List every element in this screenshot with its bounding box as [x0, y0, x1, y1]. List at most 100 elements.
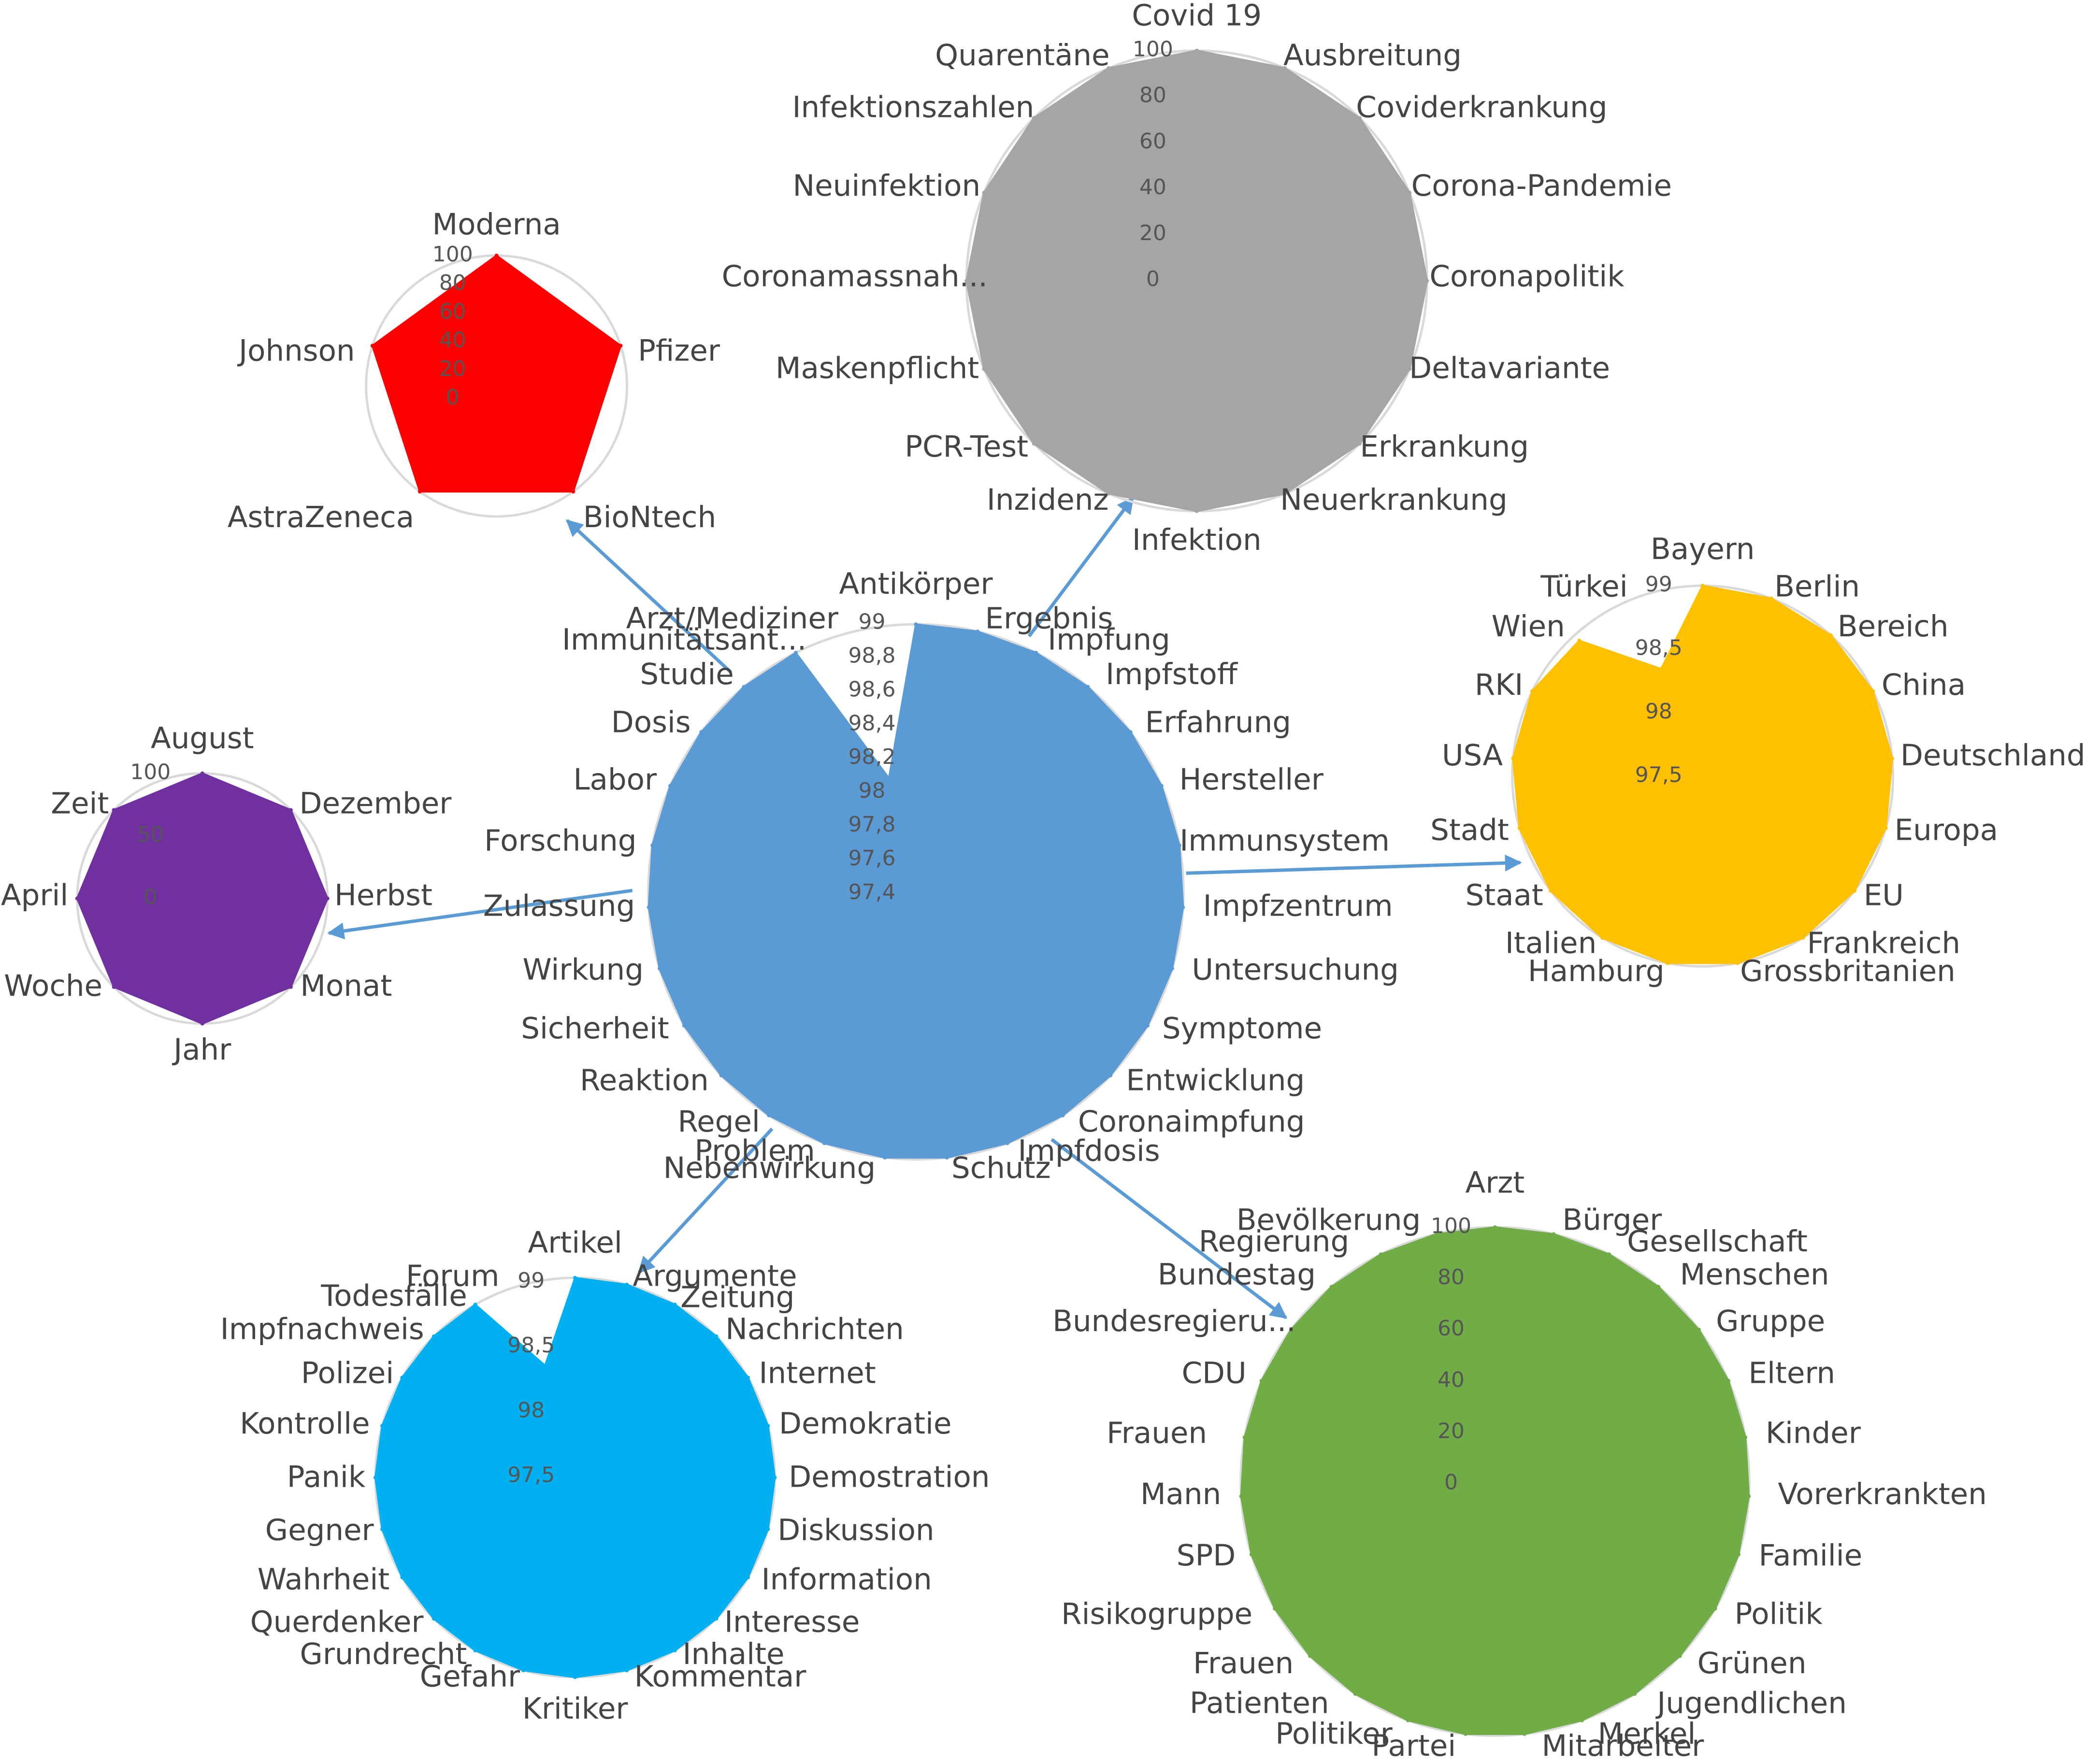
radar-tick-label-center: 99	[859, 609, 886, 634]
radar-point-covid	[1032, 442, 1036, 446]
radar-point-society	[1463, 1732, 1467, 1736]
radar-category-label-media: Gegner	[265, 1513, 374, 1548]
radar-category-label-media: Nachrichten	[725, 1312, 904, 1347]
radar-category-label-media: Interesse	[724, 1605, 860, 1639]
radar-category-label-covid: PCR-Test	[905, 430, 1028, 464]
radar-point-time	[200, 771, 204, 775]
radar-category-label-society: Patienten	[1190, 1686, 1329, 1721]
radar-category-label-society: Eltern	[1748, 1356, 1835, 1391]
radar-category-label-society: Mann	[1140, 1477, 1221, 1511]
radar-tick-label-time: 0	[144, 885, 157, 910]
connector-arrow-3	[327, 889, 633, 940]
radar-point-time	[288, 985, 293, 989]
radar-series-area-vaccine	[371, 255, 622, 493]
radar-category-label-society: Frauen	[1193, 1646, 1294, 1680]
radar-point-media	[773, 1476, 777, 1480]
radar-point-covid	[982, 190, 986, 195]
radar-point-center	[914, 622, 918, 627]
radar-point-society	[1249, 1552, 1253, 1557]
radar-point-society	[1434, 1232, 1439, 1236]
radar-category-label-time: Zeit	[51, 786, 109, 820]
radar-category-label-vaccine: Johnson	[237, 334, 355, 368]
radar-category-label-places: Bayern	[1651, 532, 1755, 566]
radar-point-media	[373, 1476, 377, 1480]
radar-point-vaccine	[494, 253, 499, 258]
radar-category-label-places: Italien	[1505, 926, 1597, 961]
radar-point-places	[1600, 936, 1605, 940]
radar-category-label-vaccine: AstraZeneca	[228, 500, 414, 534]
radar-category-label-covid: Neuerkrankung	[1280, 483, 1507, 517]
radar-category-label-covid: Maskenpflicht	[776, 351, 979, 385]
radar-point-center	[699, 730, 704, 734]
connector-arrow-4	[1186, 854, 1522, 875]
radar-point-media	[714, 1617, 719, 1621]
radar-point-society	[1607, 1252, 1611, 1257]
radar-tick-label-society: 20	[1438, 1419, 1465, 1443]
radar-point-places	[1853, 889, 1857, 893]
radar-chart-vaccine: 100 80 60 40 20 0 Moderna Pfizer BioNtech AstraZe…	[228, 207, 720, 534]
radar-category-label-time: Dezember	[300, 786, 452, 820]
radar-point-center	[1005, 1141, 1009, 1146]
radar-category-label-society: Kinder	[1766, 1416, 1861, 1450]
radar-point-center	[682, 1023, 686, 1028]
radar-tick-label-society: 100	[1431, 1214, 1471, 1238]
radar-category-label-covid: Ausbreitung	[1283, 38, 1462, 72]
radar-category-label-media: Diskussion	[777, 1513, 934, 1548]
radar-category-label-places: Bereich	[1838, 609, 1949, 644]
radar-point-media	[746, 1376, 750, 1380]
radar-point-society	[1406, 1718, 1410, 1722]
radar-point-center	[1061, 1113, 1065, 1118]
radar-category-label-places: Staat	[1465, 878, 1543, 912]
radar-category-label-society: Risikogruppe	[1061, 1597, 1252, 1631]
radar-tick-label-center: 98,8	[849, 643, 896, 668]
radar-tick-label-vaccine: 0	[446, 385, 460, 410]
radar-category-label-center: Labor	[574, 762, 657, 797]
radar-point-society	[1289, 1328, 1293, 1332]
radar-category-label-center: Sicherheit	[521, 1011, 669, 1046]
radar-category-label-center: Reaktion	[580, 1063, 709, 1097]
radar-category-label-society: Arzt	[1465, 1166, 1525, 1200]
radar-category-label-media: Polizei	[301, 1356, 394, 1391]
radar-category-label-media: Demostration	[789, 1460, 990, 1494]
radar-category-label-media: Argumente	[633, 1259, 797, 1293]
radar-category-label-places: Türkei	[1540, 569, 1627, 603]
radar-point-society	[1580, 1718, 1584, 1722]
radar-tick-label-time: 100	[130, 760, 171, 785]
radar-tick-label-center: 98	[859, 778, 886, 803]
radar-point-center	[647, 905, 651, 910]
radar-point-society	[1353, 1692, 1357, 1696]
radar-chart-time: 100 50 0 August Dezember Herbst Monat Jahr Woche…	[1, 721, 452, 1067]
radar-point-places	[1659, 667, 1663, 671]
radar-point-center	[887, 776, 891, 780]
radar-point-media	[573, 1675, 577, 1679]
radar-tick-label-covid: 80	[1139, 83, 1166, 108]
radar-chart-center: 99 98,8 98,6 98,4 98,2 98 97,8 97,6 97,4 Antikörp…	[483, 567, 1399, 1185]
radar-point-society	[1239, 1494, 1243, 1498]
radar-tick-label-media: 99	[518, 1268, 545, 1293]
radar-tick-label-media: 98	[518, 1398, 545, 1422]
radar-point-places	[1577, 639, 1582, 643]
radar-category-label-covid: Covid 19	[1132, 0, 1262, 32]
radar-point-center	[668, 784, 672, 788]
radar-category-label-media: Todesfälle	[320, 1279, 467, 1313]
radar-category-label-center: Immunsystem	[1180, 824, 1390, 858]
radar-point-center	[1170, 966, 1174, 971]
radar-point-media	[766, 1424, 770, 1428]
radar-point-center	[1108, 1073, 1113, 1077]
radar-point-media	[766, 1527, 770, 1532]
radar-category-label-society: Bürger	[1562, 1203, 1662, 1237]
radar-category-label-center: Ergebnis	[985, 601, 1113, 635]
radar-category-label-places: Stadt	[1430, 813, 1509, 847]
radar-tick-label-center: 98,2	[849, 745, 896, 769]
radar-tick-label-covid: 0	[1146, 267, 1160, 291]
radar-category-label-covid: Coviderkrankung	[1356, 90, 1607, 125]
radar-point-center	[1034, 650, 1038, 655]
radar-category-label-places: RKI	[1475, 668, 1523, 702]
radar-point-media	[673, 1648, 677, 1652]
radar-point-time	[112, 985, 116, 989]
radar-point-places	[1530, 689, 1534, 693]
radar-category-label-society: Familie	[1758, 1538, 1862, 1573]
radar-category-label-center: Forschung	[484, 824, 636, 858]
radar-point-center	[1159, 784, 1164, 788]
